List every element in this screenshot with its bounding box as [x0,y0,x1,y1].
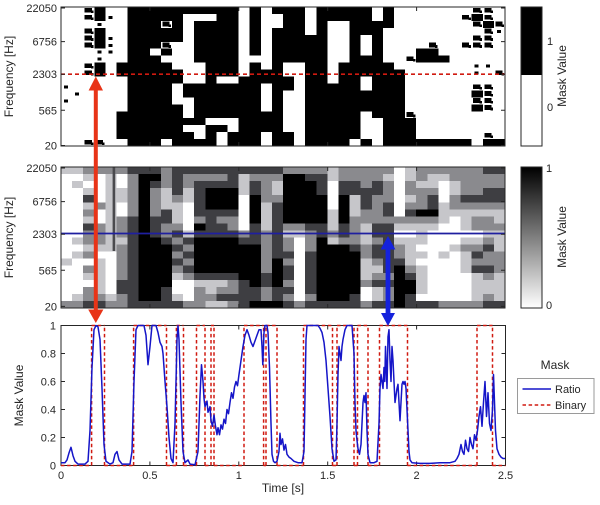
svg-text:6756: 6756 [33,197,57,209]
svg-text:Binary: Binary [555,400,587,412]
svg-text:20: 20 [45,141,57,153]
svg-text:22050: 22050 [26,163,57,175]
svg-text:2303: 2303 [33,69,57,81]
svg-text:6756: 6756 [33,37,57,49]
svg-text:2303: 2303 [33,229,57,241]
svg-text:Ratio: Ratio [555,384,581,396]
svg-text:1: 1 [50,321,56,333]
svg-text:20: 20 [45,301,57,313]
svg-text:0.2: 0.2 [41,433,56,445]
svg-text:Mask Value: Mask Value [555,45,569,107]
svg-text:0.6: 0.6 [41,377,56,389]
svg-text:Time [s]: Time [s] [262,481,304,495]
svg-text:1.5: 1.5 [320,470,335,482]
svg-text:2.5: 2.5 [498,470,513,482]
svg-text:565: 565 [39,265,57,277]
svg-text:0.5: 0.5 [142,470,157,482]
svg-text:2: 2 [414,470,420,482]
svg-text:565: 565 [39,105,57,117]
svg-text:0: 0 [58,470,64,482]
svg-text:1: 1 [547,36,553,48]
svg-text:Mask: Mask [541,358,571,372]
svg-text:Frequency [Hz]: Frequency [Hz] [2,197,16,278]
svg-text:0: 0 [50,461,56,473]
svg-text:Mask Value: Mask Value [12,364,26,426]
svg-text:0: 0 [547,102,553,114]
svg-text:0.8: 0.8 [41,349,56,361]
svg-text:0: 0 [546,300,552,312]
svg-text:0.4: 0.4 [41,405,56,417]
svg-text:Mask Value: Mask Value [555,206,569,268]
svg-text:1: 1 [236,470,242,482]
svg-text:22050: 22050 [26,3,57,15]
svg-text:Frequency [Hz]: Frequency [Hz] [2,36,16,117]
svg-text:1: 1 [546,163,552,175]
